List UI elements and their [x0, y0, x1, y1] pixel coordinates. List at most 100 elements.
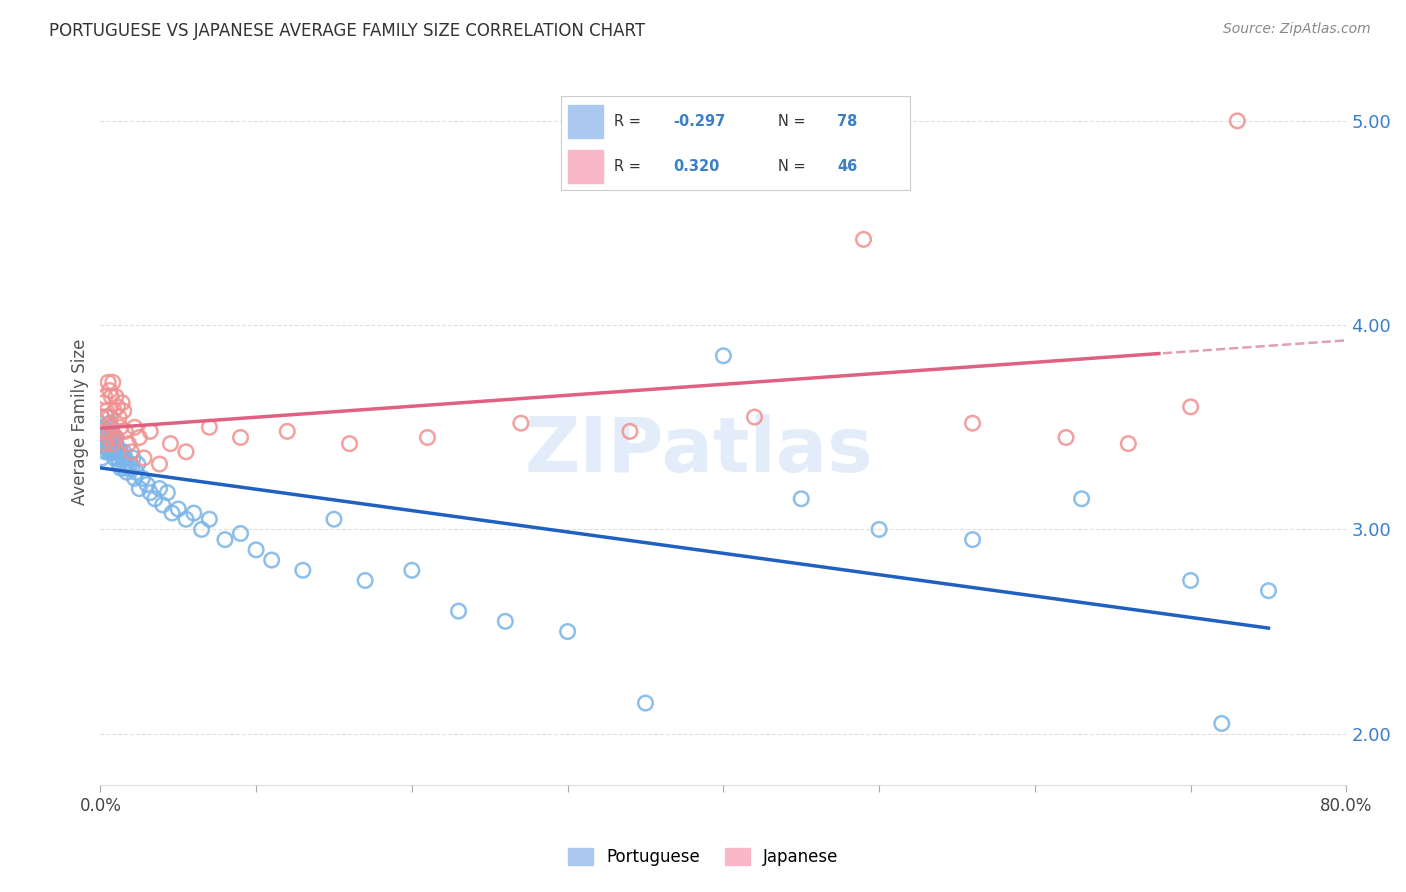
Point	[104, 430, 127, 444]
Point	[167, 502, 190, 516]
Point	[110, 461, 132, 475]
Point	[96, 404, 118, 418]
Point	[98, 410, 121, 425]
Point	[96, 441, 118, 455]
Point	[111, 450, 134, 465]
Point	[1070, 491, 1092, 506]
Point	[148, 457, 170, 471]
Point	[136, 477, 159, 491]
Point	[124, 471, 146, 485]
Point	[100, 436, 122, 450]
Point	[100, 444, 122, 458]
Point	[121, 461, 143, 475]
Point	[245, 542, 267, 557]
Point	[112, 461, 135, 475]
Point	[97, 436, 120, 450]
Point	[509, 416, 531, 430]
Point	[103, 441, 125, 455]
Point	[139, 425, 162, 439]
Point	[416, 430, 439, 444]
Point	[104, 436, 127, 450]
Point	[98, 444, 121, 458]
Point	[214, 533, 236, 547]
Point	[229, 430, 252, 444]
Point	[183, 506, 205, 520]
Point	[104, 390, 127, 404]
Point	[117, 461, 139, 475]
Point	[1211, 716, 1233, 731]
Point	[97, 430, 120, 444]
Point	[107, 441, 129, 455]
Point	[160, 506, 183, 520]
Point	[103, 444, 125, 458]
Point	[108, 457, 131, 471]
Point	[93, 420, 115, 434]
Point	[90, 410, 112, 425]
Point	[100, 420, 122, 434]
Point	[108, 444, 131, 458]
Point	[143, 491, 166, 506]
Point	[139, 485, 162, 500]
Legend: Portuguese, Japanese: Portuguese, Japanese	[560, 840, 846, 875]
Point	[110, 444, 132, 458]
Point	[103, 450, 125, 465]
Point	[852, 232, 875, 246]
Point	[118, 457, 141, 471]
Point	[159, 436, 181, 450]
Point	[125, 465, 148, 479]
Point	[619, 425, 641, 439]
Point	[114, 457, 136, 471]
Point	[97, 376, 120, 390]
Point	[108, 410, 131, 425]
Point	[114, 425, 136, 439]
Point	[100, 420, 122, 434]
Point	[868, 523, 890, 537]
Point	[93, 396, 115, 410]
Point	[97, 444, 120, 458]
Y-axis label: Average Family Size: Average Family Size	[72, 339, 89, 506]
Point	[90, 450, 112, 465]
Point	[101, 430, 124, 444]
Point	[104, 444, 127, 458]
Point	[127, 457, 149, 471]
Point	[260, 553, 283, 567]
Point	[121, 444, 143, 458]
Point	[354, 574, 377, 588]
Point	[93, 425, 115, 439]
Point	[94, 436, 117, 450]
Point	[711, 349, 734, 363]
Point	[198, 420, 221, 434]
Point	[1054, 430, 1077, 444]
Point	[229, 526, 252, 541]
Point	[1180, 400, 1202, 414]
Point	[152, 498, 174, 512]
Text: PORTUGUESE VS JAPANESE AVERAGE FAMILY SIZE CORRELATION CHART: PORTUGUESE VS JAPANESE AVERAGE FAMILY SI…	[49, 22, 645, 40]
Point	[101, 444, 124, 458]
Point	[323, 512, 346, 526]
Point	[198, 512, 221, 526]
Point	[101, 436, 124, 450]
Point	[122, 450, 145, 465]
Point	[98, 416, 121, 430]
Point	[114, 450, 136, 465]
Point	[110, 420, 132, 434]
Point	[112, 444, 135, 458]
Point	[447, 604, 470, 618]
Point	[98, 430, 121, 444]
Point	[174, 444, 197, 458]
Point	[494, 615, 516, 629]
Point	[117, 436, 139, 450]
Point	[96, 410, 118, 425]
Point	[1226, 114, 1249, 128]
Point	[103, 404, 125, 418]
Point	[101, 376, 124, 390]
Point	[132, 450, 155, 465]
Point	[107, 450, 129, 465]
Text: ZIPatlas: ZIPatlas	[524, 414, 873, 488]
Point	[744, 410, 766, 425]
Point	[100, 390, 122, 404]
Point	[115, 465, 138, 479]
Point	[634, 696, 657, 710]
Text: Source: ZipAtlas.com: Source: ZipAtlas.com	[1223, 22, 1371, 37]
Point	[156, 485, 179, 500]
